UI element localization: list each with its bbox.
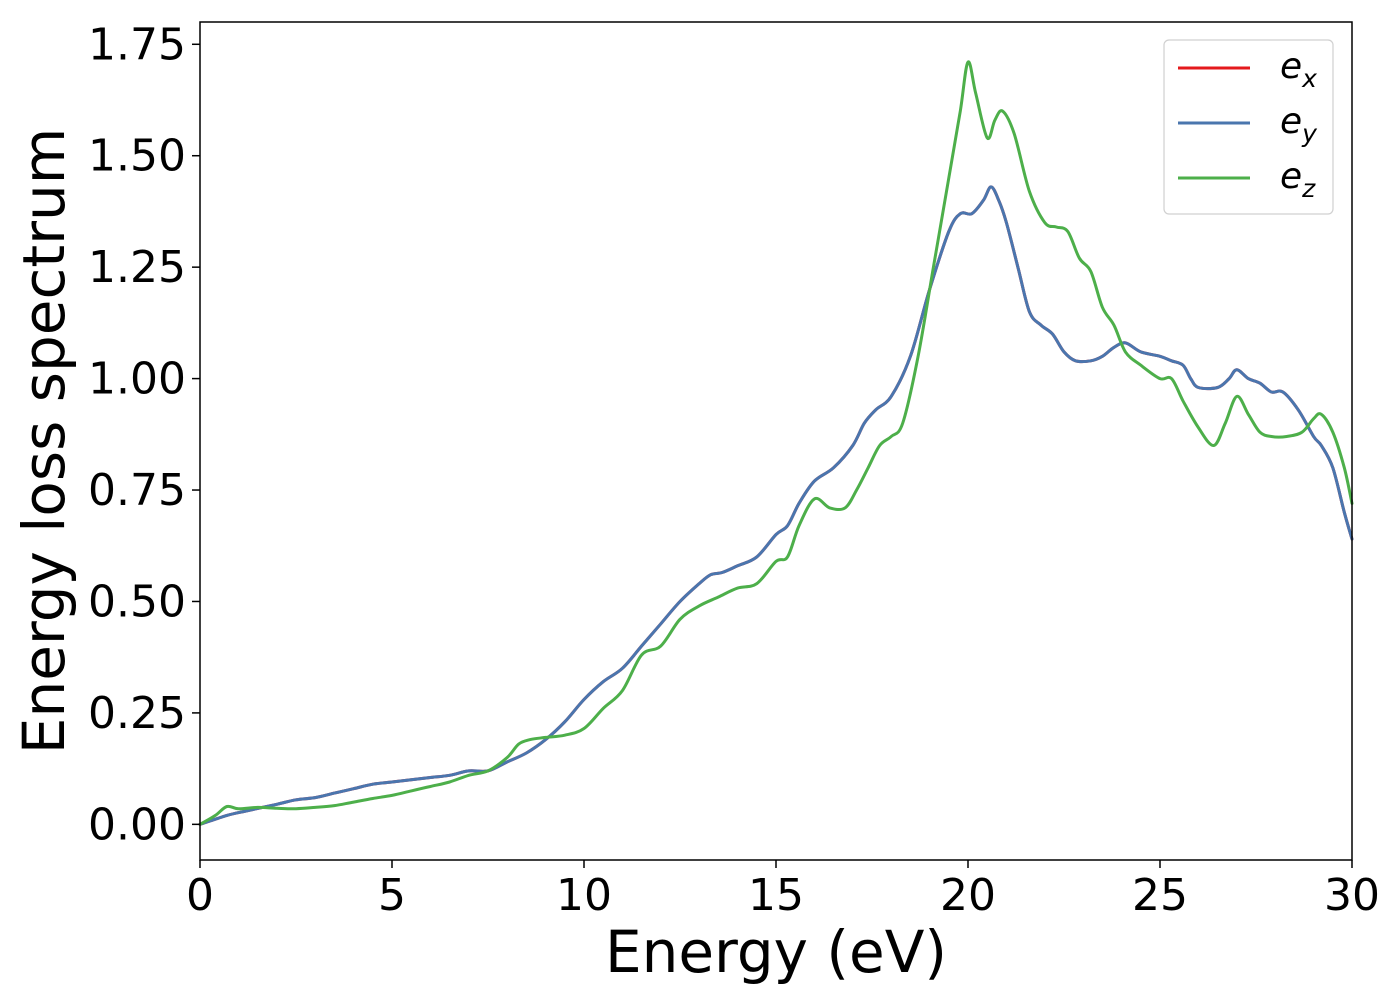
legend-box (1163, 39, 1334, 215)
series-layer (198, 60, 1354, 826)
y-tick-label: 0.50 (88, 576, 186, 627)
y-tick-label: 0.25 (88, 688, 186, 739)
x-tick-label: 25 (1132, 870, 1188, 921)
x-tick-label: 10 (556, 870, 612, 921)
x-tick-label: 15 (748, 870, 804, 921)
legend-label: ex (1280, 46, 1317, 93)
legend-label: ez (1280, 156, 1316, 203)
y-tick-label: 1.50 (88, 131, 186, 182)
y-tick-label: 1.75 (88, 19, 186, 70)
x-axis-title: Energy (eV) (605, 918, 947, 986)
legend: ex ey ez (1163, 39, 1334, 215)
x-tick-label: 5 (378, 870, 406, 921)
legend-label: ey (1280, 101, 1318, 148)
x-tick-label: 30 (1324, 870, 1380, 921)
plot-area (200, 22, 1352, 860)
x-tick-label: 20 (940, 870, 996, 921)
y-tick-label: 0.00 (88, 799, 186, 850)
y-tick-label: 0.75 (88, 465, 186, 516)
x-axis-ticks: 0 5 10 15 20 25 30 (186, 860, 1380, 921)
series-ez-line (198, 60, 1354, 826)
series-ey-line (198, 185, 1354, 826)
y-tick-label: 1.00 (88, 354, 186, 405)
x-tick-label: 0 (186, 870, 214, 921)
y-axis-title: Energy loss spectrum (10, 128, 78, 754)
y-tick-label: 1.25 (88, 242, 186, 293)
y-axis-ticks: 0.00 0.25 0.50 0.75 1.00 1.25 1.50 1.75 (88, 19, 200, 850)
